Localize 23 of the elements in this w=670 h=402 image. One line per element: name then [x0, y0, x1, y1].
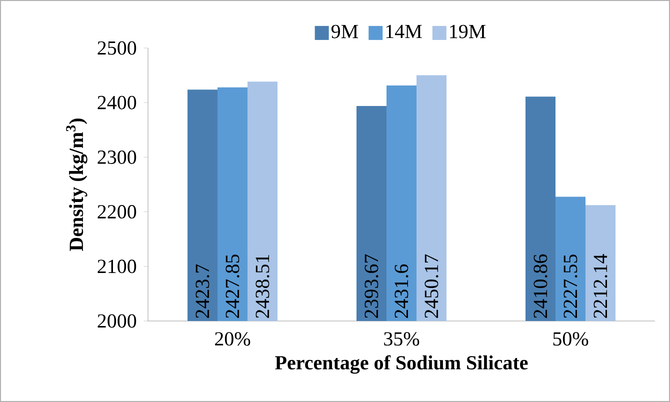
data-label: 2227.55: [564, 254, 578, 318]
legend-label: 14M: [386, 24, 422, 38]
x-tick-label: 50%: [553, 332, 588, 346]
x-axis-title: Percentage of Sodium Silicate: [275, 355, 528, 374]
y-axis-title: Density (kg/m$^{3}$): [66, 118, 88, 251]
data-label: 2427.85: [226, 254, 240, 318]
data-label: 2450.17: [424, 254, 438, 318]
y-tick-label: 2000: [98, 314, 136, 328]
data-label: 2423.7: [196, 264, 210, 318]
legend-label: 9M: [331, 24, 358, 38]
y-tick-label: 2300: [98, 150, 136, 164]
data-label: 2410.86: [534, 254, 548, 318]
y-tick-label: 2400: [98, 96, 136, 110]
y-tick-label: 2200: [98, 205, 136, 219]
data-label: 2438.51: [256, 255, 270, 318]
x-tick-label: 20%: [215, 332, 250, 346]
data-label: 2212.14: [594, 254, 608, 318]
y-tick-label: 2500: [98, 41, 136, 55]
data-label: 2431.6: [394, 264, 408, 318]
data-label: 2393.67: [364, 254, 378, 318]
legend-label: 19M: [450, 24, 486, 38]
y-tick-label: 2100: [98, 260, 136, 274]
x-tick-label: 35%: [384, 332, 420, 346]
